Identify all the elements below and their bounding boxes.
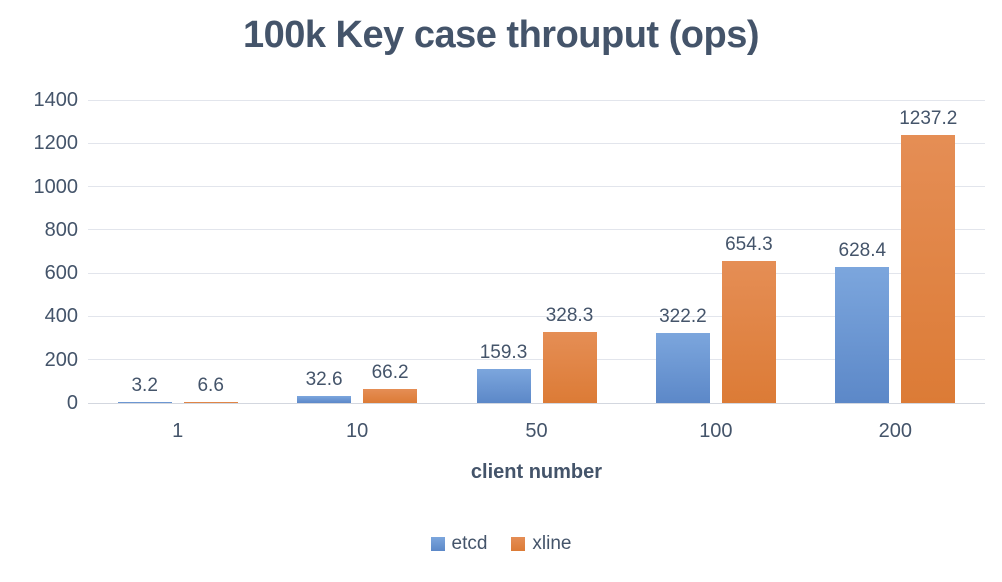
legend-item-xline: xline	[511, 533, 572, 555]
y-tick-label-1200: 1200	[33, 132, 79, 155]
y-tick-label-600: 600	[44, 262, 78, 285]
data-label-xline-10: 66.2	[371, 361, 409, 383]
data-label-etcd-50: 159.3	[479, 341, 528, 363]
y-tick-label-400: 400	[44, 305, 78, 328]
x-tick-label-50: 50	[525, 420, 548, 442]
data-label-etcd-1: 3.2	[131, 375, 158, 396]
bar-xline-10	[363, 388, 418, 403]
data-label-etcd-200: 628.4	[838, 240, 887, 261]
data-label-xline-50: 328.3	[545, 304, 594, 326]
bar-etcd-200	[835, 267, 890, 403]
legend-label-etcd: etcd	[451, 533, 488, 554]
legend-swatch-etcd	[430, 537, 445, 551]
plot-area: 3.2 6.6 1 32.6 66.2 10 159.3 328.3 50 322.2 654.3 1…	[88, 99, 985, 442]
data-label-xline-100: 654.3	[725, 234, 773, 256]
y-tick-label-200: 200	[44, 348, 78, 371]
x-tick-label-100: 100	[699, 420, 733, 442]
legend-item-etcd: etcd	[430, 533, 488, 555]
legend: etcd xline	[0, 533, 1002, 555]
bar-xline-50	[542, 331, 597, 403]
bar-etcd-100	[655, 333, 710, 403]
y-tick-label-0: 0	[66, 392, 78, 414]
chart-title: 100k Key case throuput (ops)	[242, 14, 760, 56]
legend-label-xline: xline	[532, 533, 572, 554]
x-tick-label-1: 1	[172, 420, 184, 442]
bar-xline-200	[901, 135, 956, 403]
gridline-1200	[88, 142, 985, 144]
x-tick-label-10: 10	[345, 420, 369, 442]
data-label-xline-1: 6.6	[197, 374, 224, 396]
gridline-0	[88, 402, 985, 404]
bar-etcd-10	[297, 395, 352, 403]
data-label-xline-200: 1237.2	[899, 108, 958, 130]
gridline-1400	[88, 99, 985, 101]
data-label-etcd-10: 32.6	[305, 368, 343, 390]
y-tick-label-1000: 1000	[33, 175, 79, 198]
x-axis-title: client number	[470, 461, 603, 483]
bar-xline-1	[183, 401, 238, 403]
bar-etcd-50	[476, 368, 531, 403]
bar-etcd-1	[117, 402, 172, 403]
legend-swatch-xline	[511, 537, 526, 551]
data-label-etcd-100: 322.2	[659, 306, 707, 328]
gridline-1000	[88, 186, 985, 188]
bar-xline-100	[721, 261, 776, 403]
y-axis: 0 200 400 600 800 1000 1200 1400	[0, 90, 79, 413]
y-tick-label-1400: 1400	[33, 89, 79, 111]
gridline-400	[88, 315, 985, 317]
gridline-800	[88, 229, 985, 231]
gridline-600	[88, 272, 985, 274]
x-tick-label-200: 200	[878, 420, 912, 442]
y-tick-label-800: 800	[44, 218, 78, 241]
gridline-200	[88, 359, 985, 361]
